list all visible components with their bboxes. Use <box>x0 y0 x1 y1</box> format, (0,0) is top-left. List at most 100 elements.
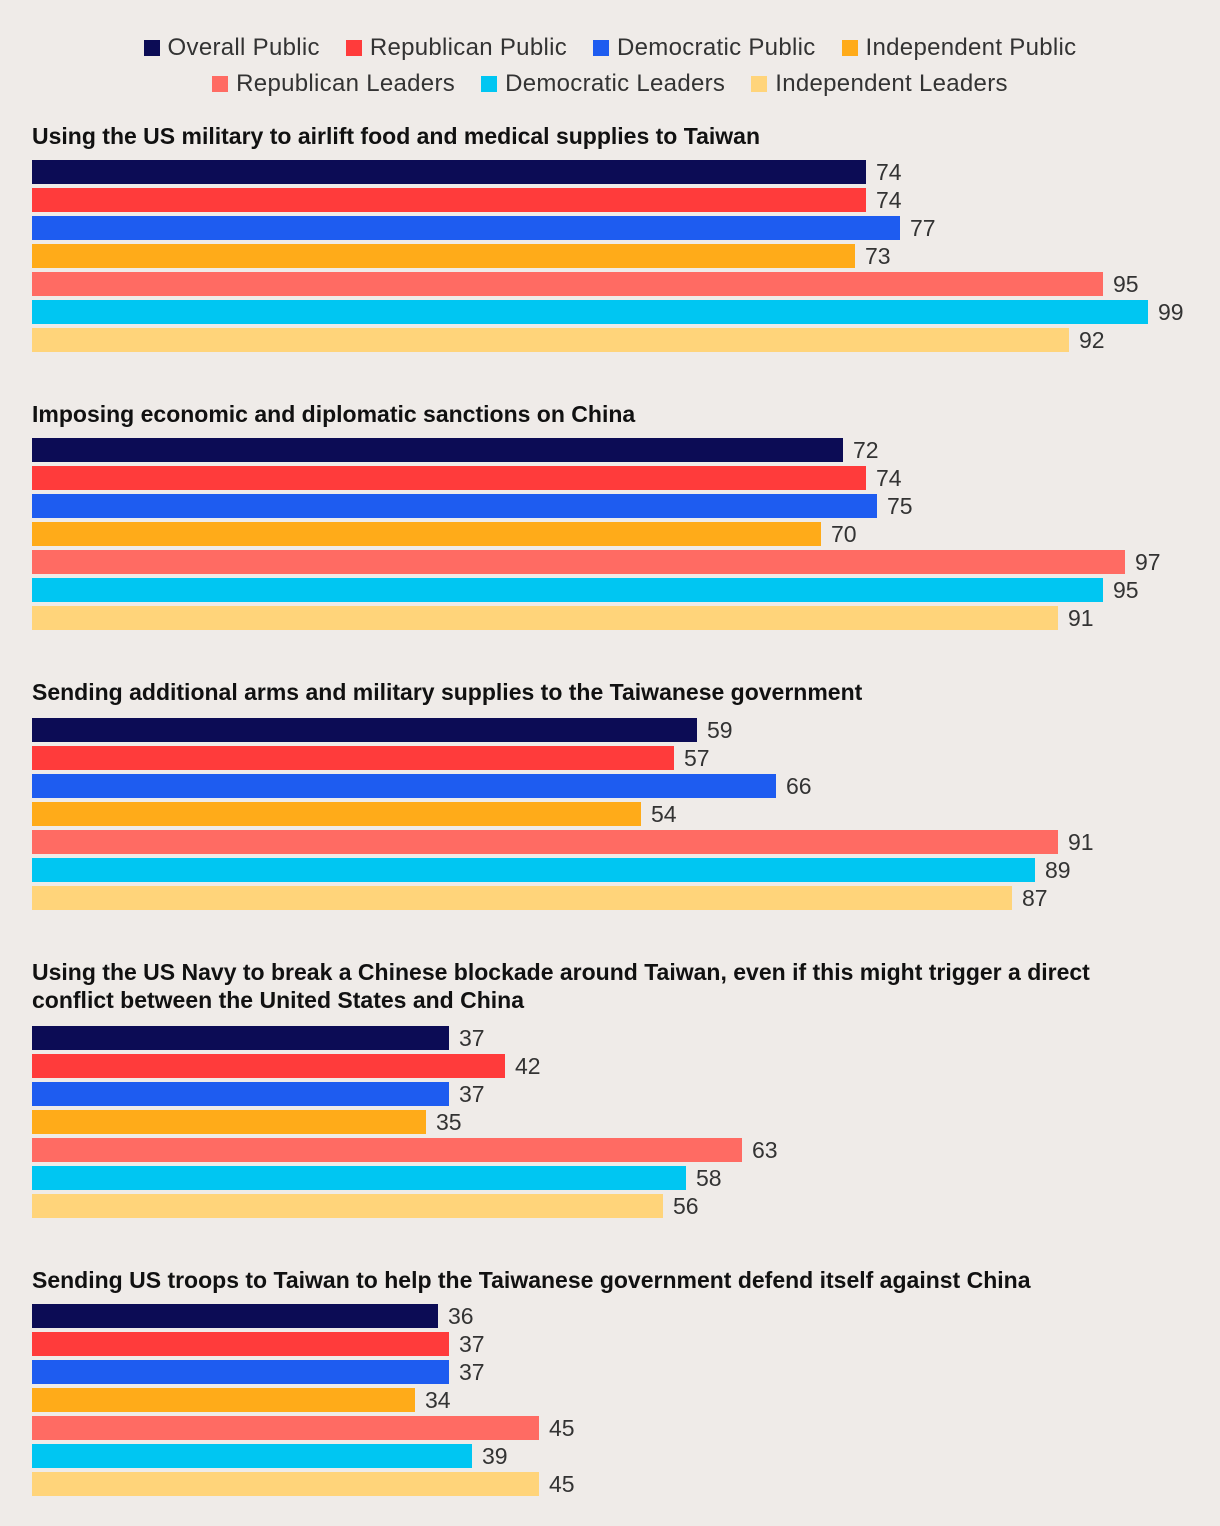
bar-republican-public <box>32 746 674 770</box>
bar-value-label: 95 <box>1113 577 1139 603</box>
bar-value-label: 75 <box>887 493 913 519</box>
bar-value-label: 45 <box>549 1415 575 1441</box>
legend-swatch-republican-public <box>345 40 362 56</box>
legend-item-democratic-leaders: Democratic Leaders <box>481 70 725 98</box>
bar-value-label: 99 <box>1158 299 1184 325</box>
bar-independent-leaders <box>32 1194 663 1218</box>
bar-republican-public <box>32 466 866 490</box>
legend-swatch-independent-leaders <box>751 76 768 92</box>
bar-democratic-public <box>32 216 900 240</box>
bar-value-label: 37 <box>459 1331 485 1357</box>
bar-value-label: 42 <box>515 1053 541 1079</box>
question-group-3: Sending additional arms and military sup… <box>32 678 1202 910</box>
legend-label-republican-public: Republican Public <box>369 34 568 61</box>
legend-row-1: Overall Public Republican Public Democra… <box>0 30 1220 66</box>
legend-label-democratic-public: Democratic Public <box>617 34 816 61</box>
bar-value-label: 74 <box>876 187 902 213</box>
bar-value-label: 58 <box>696 1165 722 1191</box>
bar-democratic-leaders <box>32 1166 686 1190</box>
bar-value-label: 74 <box>876 465 902 491</box>
bar-value-label: 72 <box>853 437 879 463</box>
bar-value-label: 89 <box>1045 857 1071 883</box>
bar-value-label: 34 <box>425 1387 451 1413</box>
legend-item-democratic-public: Democratic Public <box>593 34 816 62</box>
bar-democratic-public <box>32 494 877 518</box>
bar-value-label: 57 <box>684 745 710 771</box>
bar-independent-public <box>32 802 641 826</box>
bar-value-label: 95 <box>1113 271 1139 297</box>
bar-value-label: 73 <box>865 243 891 269</box>
bar-independent-leaders <box>32 328 1069 352</box>
question-group-4: Using the US Navy to break a Chinese blo… <box>32 958 1202 1218</box>
bar-democratic-leaders <box>32 578 1103 602</box>
bar-independent-public <box>32 1110 426 1134</box>
bar-value-label: 37 <box>459 1025 485 1051</box>
legend: Overall Public Republican Public Democra… <box>0 30 1220 102</box>
bar-value-label: 56 <box>673 1193 699 1219</box>
bar-value-label: 97 <box>1135 549 1161 575</box>
question-group-5: Sending US troops to Taiwan to help the … <box>32 1266 1202 1496</box>
question-group-2: Imposing economic and diplomatic sanctio… <box>32 400 1202 630</box>
bar-value-label: 45 <box>549 1471 575 1497</box>
bar-republican-leaders <box>32 830 1058 854</box>
bar-independent-leaders <box>32 886 1012 910</box>
bar-democratic-leaders <box>32 858 1035 882</box>
bar-republican-leaders <box>32 1138 742 1162</box>
legend-label-republican-leaders: Republican Leaders <box>236 70 456 97</box>
legend-row-2: Republican Leaders Democratic Leaders In… <box>0 66 1220 102</box>
bar-democratic-public <box>32 1082 449 1106</box>
bar-republican-leaders <box>32 550 1125 574</box>
legend-swatch-democratic-public <box>593 40 610 56</box>
bar-republican-public <box>32 1054 505 1078</box>
question-title: Using the US Navy to break a Chinese blo… <box>32 959 1090 1013</box>
legend-label-independent-leaders: Independent Leaders <box>775 70 1008 97</box>
legend-item-republican-leaders: Republican Leaders <box>212 70 455 98</box>
bar-value-label: 36 <box>448 1303 474 1329</box>
bar-republican-public <box>32 188 866 212</box>
bar-value-label: 87 <box>1022 885 1048 911</box>
bar-overall-public <box>32 438 843 462</box>
bar-value-label: 37 <box>459 1081 485 1107</box>
question-title: Imposing economic and diplomatic sanctio… <box>32 401 636 427</box>
legend-swatch-overall-public <box>143 40 160 56</box>
legend-swatch-independent-public <box>841 40 858 56</box>
bar-republican-leaders <box>32 272 1103 296</box>
bar-value-label: 66 <box>786 773 812 799</box>
bar-value-label: 70 <box>831 521 857 547</box>
bar-value-label: 91 <box>1068 605 1094 631</box>
bar-value-label: 77 <box>910 215 936 241</box>
bar-republican-public <box>32 1332 449 1356</box>
bar-independent-public <box>32 244 855 268</box>
legend-item-republican-public: Republican Public <box>345 34 568 62</box>
question-title: Sending US troops to Taiwan to help the … <box>32 1267 1031 1293</box>
legend-label-overall-public: Overall Public <box>167 34 320 61</box>
bar-independent-leaders <box>32 1472 539 1496</box>
bar-independent-public <box>32 522 821 546</box>
bar-value-label: 91 <box>1068 829 1094 855</box>
legend-item-independent-leaders: Independent Leaders <box>751 70 1008 98</box>
question-title: Using the US military to airlift food an… <box>32 123 761 149</box>
legend-label-democratic-leaders: Democratic Leaders <box>505 70 726 97</box>
bar-value-label: 54 <box>651 801 677 827</box>
legend-label-independent-public: Independent Public <box>865 34 1077 61</box>
bar-democratic-leaders <box>32 300 1148 324</box>
bar-republican-leaders <box>32 1416 539 1440</box>
bar-value-label: 39 <box>482 1443 508 1469</box>
legend-item-overall-public: Overall Public <box>143 34 320 62</box>
bar-independent-public <box>32 1388 415 1412</box>
bar-overall-public <box>32 1304 438 1328</box>
bar-value-label: 37 <box>459 1359 485 1385</box>
bar-value-label: 92 <box>1079 327 1105 353</box>
bar-value-label: 35 <box>436 1109 462 1135</box>
bar-democratic-public <box>32 1360 449 1384</box>
bar-overall-public <box>32 1026 449 1050</box>
bar-value-label: 74 <box>876 159 902 185</box>
bar-democratic-public <box>32 774 776 798</box>
question-title: Sending additional arms and military sup… <box>32 679 863 705</box>
bar-overall-public <box>32 160 866 184</box>
bar-value-label: 63 <box>752 1137 778 1163</box>
legend-swatch-democratic-leaders <box>481 76 498 92</box>
legend-item-independent-public: Independent Public <box>841 34 1077 62</box>
bar-independent-leaders <box>32 606 1058 630</box>
